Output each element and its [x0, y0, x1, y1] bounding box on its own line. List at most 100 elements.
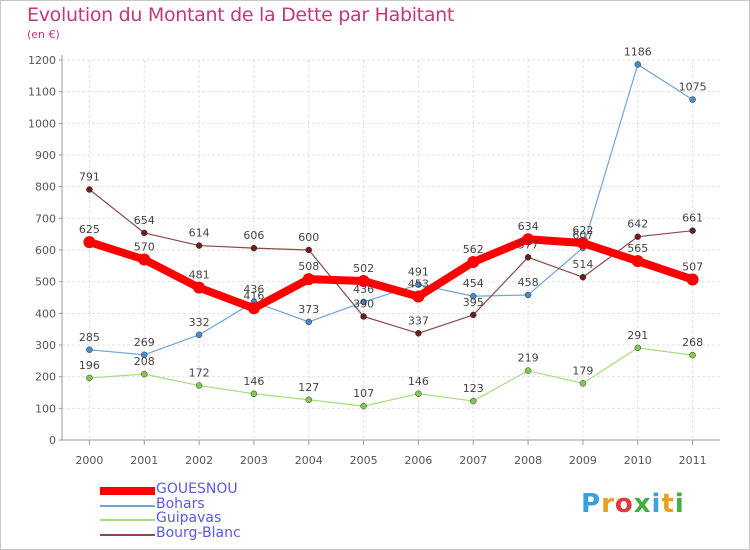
data-point-gouesnou [467, 256, 480, 269]
data-point-bourg-blanc [305, 246, 312, 254]
y-tick-label: 700 [35, 212, 56, 225]
data-point-guipavas [86, 374, 93, 382]
legend-swatch [100, 504, 155, 507]
legend-label: Bohars [156, 495, 205, 512]
data-point-guipavas [305, 396, 312, 404]
data-point-bohars [470, 292, 477, 300]
y-tick-label: 1100 [28, 86, 56, 99]
data-point-gouesnou [138, 253, 151, 266]
data-point-bourg-blanc [250, 244, 258, 252]
data-point-bourg-blanc [634, 233, 641, 240]
data-point-gouesnou [522, 233, 535, 246]
logo-letter: o [614, 489, 634, 519]
y-tick-label: 900 [35, 149, 56, 162]
data-point-bohars [305, 318, 312, 326]
x-tick-labels: 2000 2001 2002 2003 2004 2005 2006 2007 2008 2009… [75, 454, 706, 467]
x-tick-label: 2005 [350, 454, 378, 467]
data-label-guipavas: 291 [627, 329, 648, 342]
data-point-gouesnou [357, 275, 370, 288]
data-label-guipavas: 123 [463, 382, 484, 395]
logo-letter: r [601, 489, 615, 519]
data-point-bourg-blanc [579, 273, 587, 281]
data-label-bohars: 607 [572, 229, 593, 242]
data-point-bourg-blanc [195, 242, 203, 249]
data-point-guipavas [360, 402, 367, 410]
data-label-gouesnou: 508 [298, 260, 319, 273]
legend-label: GOUESNOU [156, 481, 238, 497]
proxiti-logo: Proxiti [581, 489, 685, 519]
data-label-guipavas: 268 [682, 336, 703, 349]
x-tick-label: 2009 [569, 454, 597, 467]
y-tick-label: 100 [35, 402, 56, 415]
y-tick-label: 800 [35, 181, 56, 194]
y-tick-label: 1200 [28, 54, 56, 67]
y-tick-label: 1000 [28, 117, 56, 130]
logo-letter: i [674, 489, 685, 519]
data-label-guipavas: 196 [79, 359, 100, 372]
logo-letter: i [651, 489, 662, 519]
data-point-bourg-blanc [470, 311, 477, 319]
axes [59, 55, 720, 445]
data-point-bohars [524, 291, 532, 299]
data-label-bohars: 454 [463, 277, 484, 290]
data-label-bourg-blanc: 791 [79, 171, 100, 184]
data-label-bohars: 436 [243, 283, 264, 296]
series-line-gouesnou [85, 235, 697, 313]
data-point-guipavas [141, 370, 148, 378]
legend-swatch [100, 519, 155, 521]
y-tick-label: 400 [35, 307, 56, 320]
data-point-gouesnou [193, 281, 206, 294]
data-point-guipavas [689, 351, 696, 359]
data-point-bohars [195, 331, 203, 339]
data-label-guipavas: 208 [134, 355, 155, 368]
data-label-gouesnou: 570 [134, 241, 155, 254]
grid [62, 59, 720, 440]
y-tick-label: 200 [35, 371, 56, 384]
data-point-guipavas [524, 367, 532, 374]
data-label-gouesnou: 507 [682, 260, 703, 273]
logo-letter: P [581, 489, 602, 519]
data-label-guipavas: 219 [518, 352, 539, 365]
y-tick-label: 500 [35, 276, 56, 289]
series-layer [83, 61, 699, 410]
data-label-bohars: 1075 [679, 81, 707, 94]
data-label-gouesnou: 481 [189, 269, 210, 282]
data-label-bourg-blanc: 600 [298, 231, 319, 244]
data-label-gouesnou: 453 [408, 278, 429, 291]
data-point-gouesnou [631, 255, 644, 268]
data-label-bourg-blanc: 390 [353, 298, 374, 311]
data-label-gouesnou: 565 [627, 242, 648, 255]
logo-letter: t [661, 489, 675, 519]
data-label-bohars: 269 [134, 336, 155, 349]
data-label-guipavas: 127 [298, 381, 319, 394]
data-point-gouesnou [302, 273, 315, 286]
data-point-guipavas [195, 382, 203, 389]
data-label-bohars: 332 [189, 316, 210, 329]
x-tick-label: 2006 [404, 454, 432, 467]
data-point-bohars [86, 346, 93, 353]
data-point-bourg-blanc [360, 313, 367, 320]
x-tick-label: 2001 [130, 454, 158, 467]
x-tick-label: 2004 [295, 454, 323, 467]
data-label-bohars: 458 [518, 276, 539, 289]
x-tick-label: 2010 [624, 454, 652, 467]
data-label-bohars: 373 [298, 303, 319, 316]
data-label-guipavas: 172 [189, 367, 210, 380]
data-label-guipavas: 179 [572, 364, 593, 377]
data-point-bourg-blanc [689, 227, 696, 234]
data-label-bourg-blanc: 642 [627, 218, 648, 231]
data-label-guipavas: 146 [408, 375, 429, 388]
data-label-bohars: 1186 [624, 45, 652, 58]
x-tick-label: 2002 [185, 454, 213, 467]
data-label-guipavas: 107 [353, 387, 374, 400]
data-label-bourg-blanc: 395 [463, 296, 484, 309]
x-tick-label: 2003 [240, 454, 268, 467]
legend-swatch [100, 533, 155, 536]
data-point-gouesnou [686, 273, 699, 286]
data-label-bourg-blanc: 606 [243, 229, 264, 242]
data-point-gouesnou [247, 302, 260, 315]
data-point-guipavas [415, 390, 422, 398]
data-point-bourg-blanc [141, 229, 148, 237]
data-label-bourg-blanc: 577 [518, 238, 539, 251]
